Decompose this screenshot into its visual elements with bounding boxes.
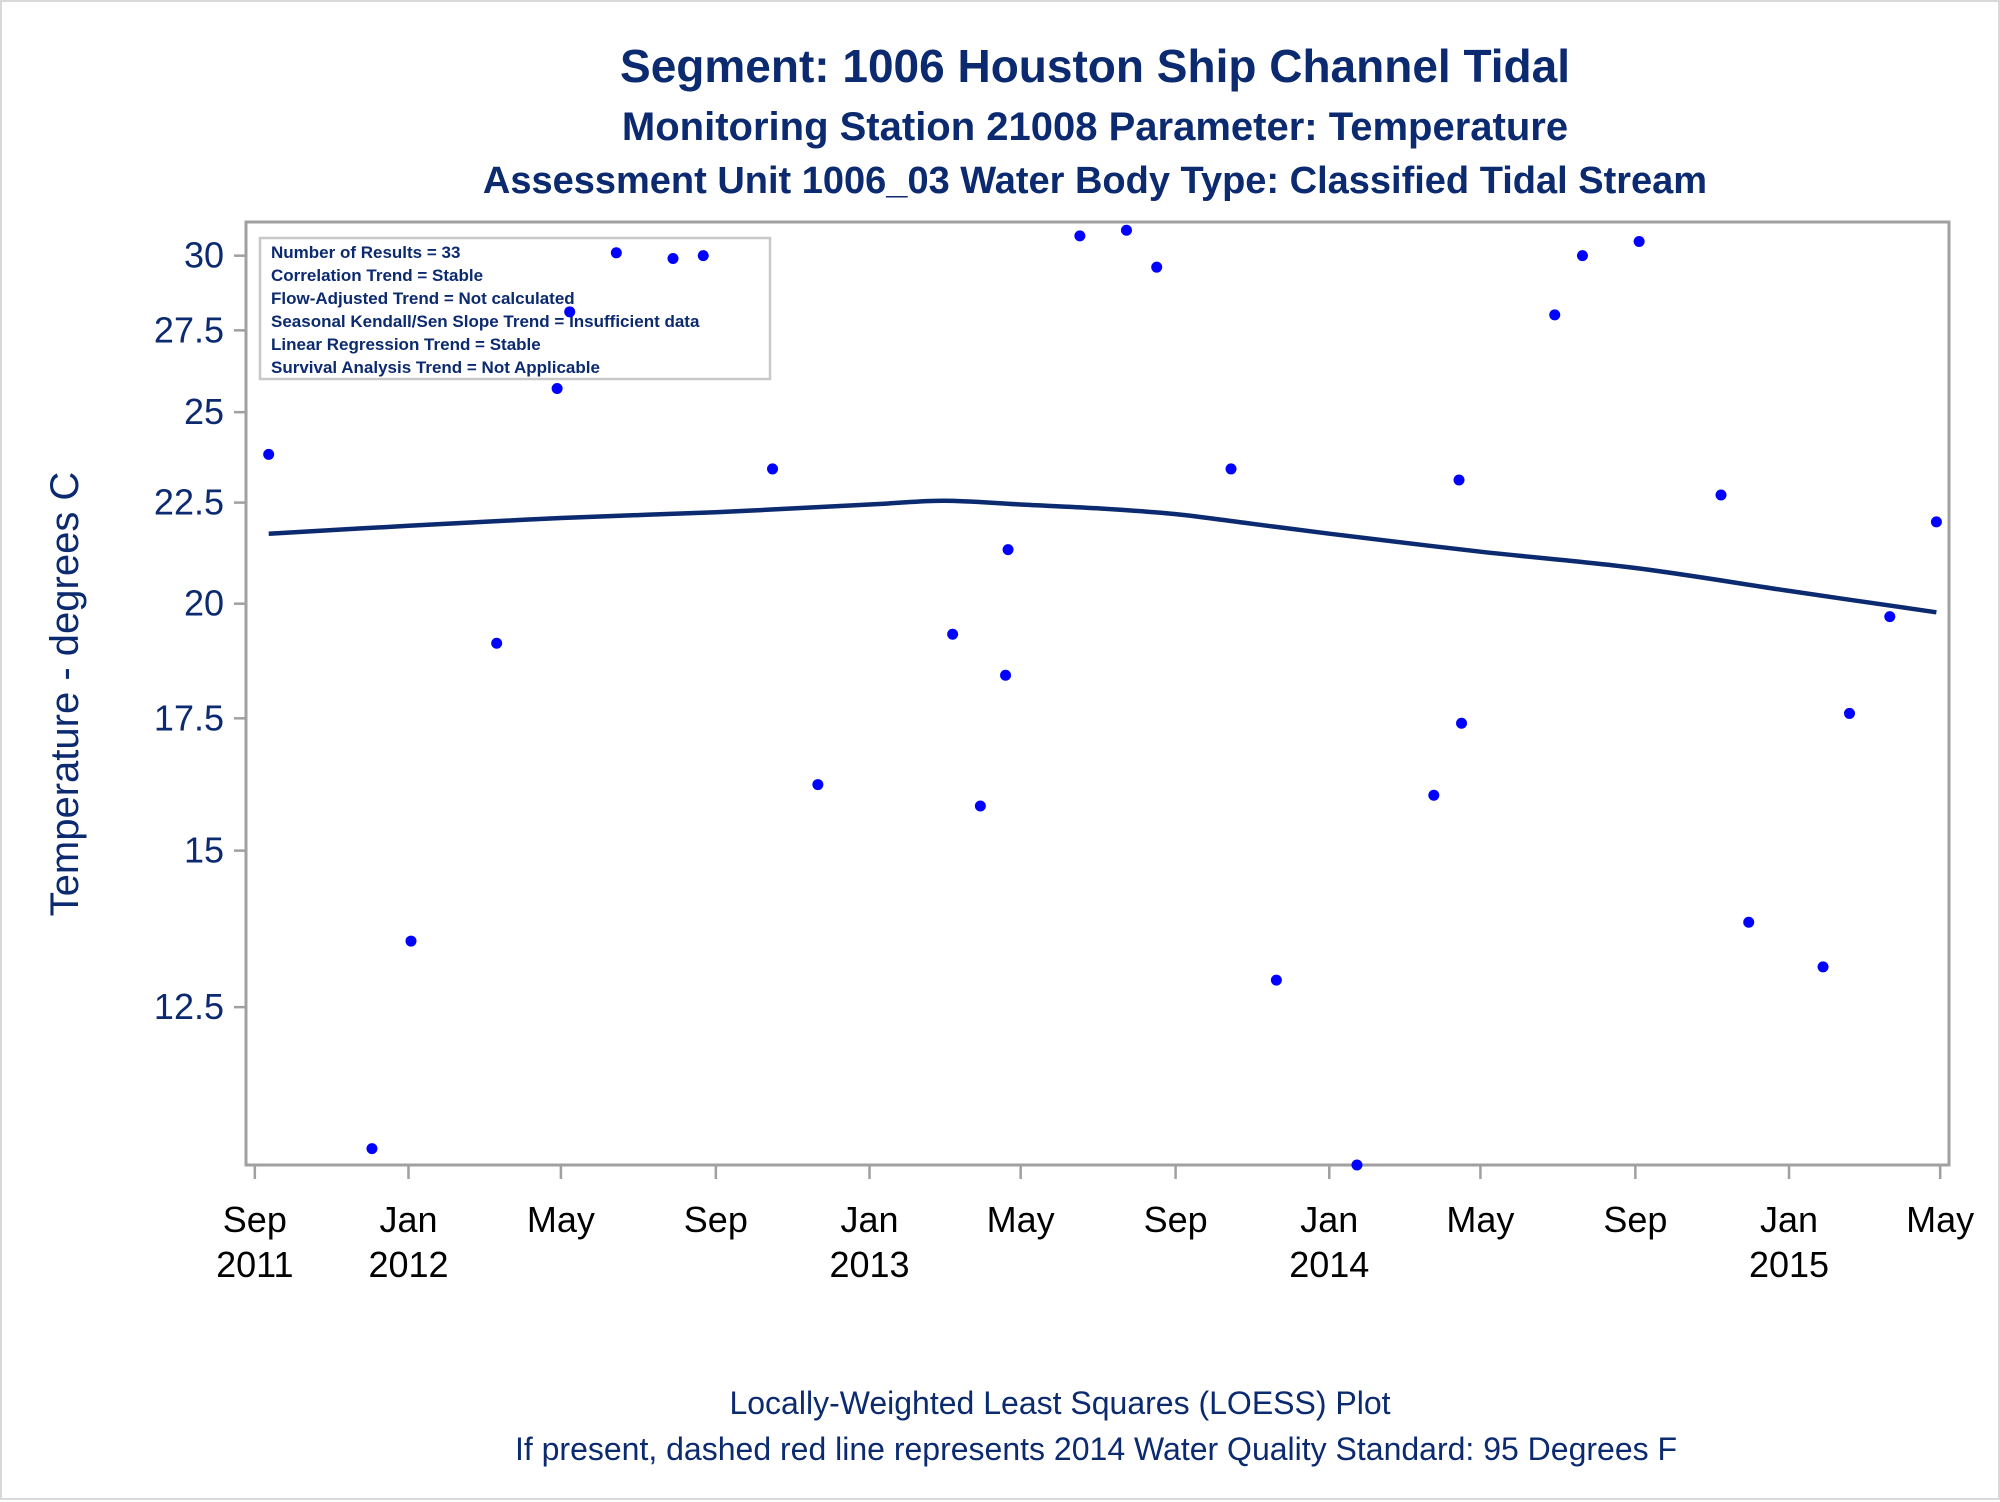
- data-point: [491, 637, 503, 649]
- y-tick-label: 27.5: [154, 309, 224, 350]
- data-point: [1351, 1159, 1363, 1171]
- x-tick-label-month: Sep: [223, 1199, 287, 1240]
- stats-line-survival-analysis: Survival Analysis Trend = Not Applicable: [271, 358, 600, 377]
- y-axis: 12.5 15 17.5 20 22.5 25 27.5 30: [154, 235, 246, 1027]
- data-point: [1884, 611, 1896, 623]
- data-point: [1270, 974, 1282, 986]
- data-point: [667, 253, 679, 265]
- stats-line-correlation: Correlation Trend = Stable: [271, 266, 483, 285]
- data-point: [1715, 489, 1727, 501]
- data-point: [1120, 224, 1132, 236]
- stats-box-border: [258, 236, 772, 381]
- data-point: [1633, 235, 1645, 247]
- loess-line: [268, 498, 1937, 615]
- y-tick-label: 17.5: [154, 697, 224, 738]
- data-point: [610, 247, 622, 259]
- x-tick-label-month: Sep: [1144, 1199, 1208, 1240]
- y-tick-label: 20: [184, 583, 224, 624]
- data-point: [1074, 230, 1086, 242]
- data-point: [1549, 309, 1561, 321]
- chart-subtitle-station: Monitoring Station 21008 Parameter: Temp…: [622, 105, 1568, 149]
- x-tick-label-month: May: [527, 1199, 595, 1240]
- x-tick-label-year: 2013: [829, 1244, 909, 1285]
- x-tick-label-month: Sep: [1603, 1199, 1667, 1240]
- stats-line-linear-regression: Linear Regression Trend = Stable: [271, 335, 541, 354]
- data-point: [1428, 789, 1440, 801]
- data-point: [767, 463, 779, 475]
- data-point: [263, 448, 275, 460]
- stats-line-seasonal-kendall: Seasonal Kendall/Sen Slope Trend = Insuf…: [271, 312, 700, 331]
- data-point: [405, 935, 417, 947]
- y-tick-label: 30: [184, 235, 224, 276]
- x-tick-label-year: 2014: [1289, 1244, 1369, 1285]
- x-tick-label-month: Jan: [1300, 1199, 1358, 1240]
- data-point: [812, 779, 824, 791]
- x-tick-label-month: Jan: [379, 1199, 437, 1240]
- data-point: [1576, 250, 1588, 262]
- plot-area: [244, 220, 1951, 1167]
- data-point: [564, 306, 576, 318]
- chart-subtitle-assessment: Assessment Unit 1006_03 Water Body Type:…: [483, 160, 1707, 202]
- x-tick-label-month: Sep: [684, 1199, 748, 1240]
- stats-box: Number of Results = 33 Correlation Trend…: [258, 236, 772, 381]
- points-layer: [263, 224, 1942, 1171]
- loess-layer: [268, 498, 1937, 615]
- footnote-loess: Locally-Weighted Least Squares (LOESS) P…: [729, 1385, 1390, 1421]
- x-tick-label-month: May: [1906, 1199, 1974, 1240]
- data-point: [1151, 261, 1163, 273]
- data-point: [947, 628, 959, 640]
- data-point: [1743, 916, 1755, 928]
- x-tick-label-year: 2012: [368, 1244, 448, 1285]
- data-point: [1453, 474, 1465, 486]
- y-tick-label: 22.5: [154, 482, 224, 523]
- data-point: [697, 250, 709, 262]
- data-point: [1000, 669, 1012, 681]
- y-tick-label: 15: [184, 830, 224, 871]
- footnote-standard: If present, dashed red line represents 2…: [515, 1431, 1677, 1467]
- x-tick-label-year: 2015: [1749, 1244, 1829, 1285]
- x-tick-label-month: Jan: [1760, 1199, 1818, 1240]
- x-tick-label-month: Jan: [840, 1199, 898, 1240]
- data-point: [1225, 463, 1237, 475]
- data-point: [974, 800, 986, 812]
- data-point: [1002, 544, 1014, 556]
- x-tick-label-year: 2011: [216, 1244, 293, 1285]
- stats-line-results: Number of Results = 33: [271, 243, 460, 262]
- chart-title: Segment: 1006 Houston Ship Channel Tidal: [620, 40, 1570, 92]
- stats-line-flow-adjusted: Flow-Adjusted Trend = Not calculated: [271, 289, 575, 308]
- data-point: [366, 1143, 378, 1155]
- data-point: [551, 382, 563, 394]
- y-tick-label: 12.5: [154, 986, 224, 1027]
- data-point: [1456, 717, 1468, 729]
- y-tick-label: 25: [184, 391, 224, 432]
- data-point: [1930, 516, 1942, 528]
- data-point: [1817, 961, 1829, 973]
- y-axis-label: Temperature - degrees C: [43, 472, 87, 917]
- data-point: [1843, 707, 1855, 719]
- x-tick-label-month: May: [987, 1199, 1055, 1240]
- x-tick-label-month: May: [1446, 1199, 1514, 1240]
